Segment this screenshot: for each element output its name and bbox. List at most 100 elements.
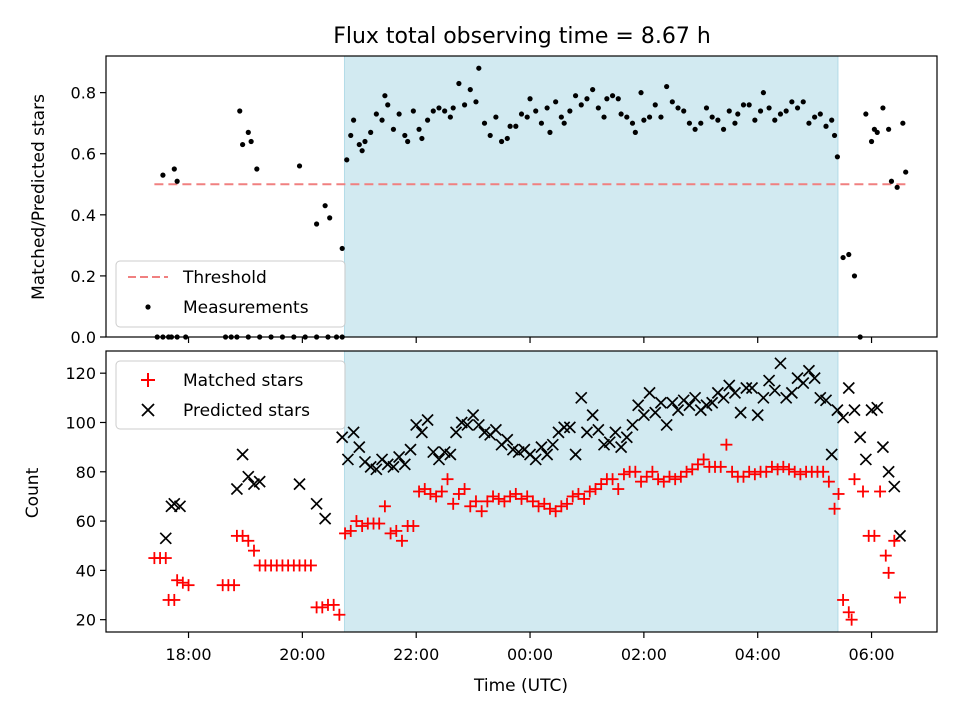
matched-stars-point bbox=[788, 465, 801, 478]
panel-count: 20 40 60 80 100 120 18:00 20:00 22:00 00:00 02:00… bbox=[23, 350, 938, 696]
matched-stars-point bbox=[879, 549, 892, 562]
matched-stars-point bbox=[333, 608, 346, 621]
matched-stars-point bbox=[435, 485, 448, 498]
measurement-point bbox=[709, 114, 715, 120]
predicted-stars-point bbox=[444, 448, 457, 461]
matched-stars-point bbox=[509, 487, 522, 500]
predicted-stars-point bbox=[341, 453, 355, 466]
count-ytick-label: 100 bbox=[65, 413, 96, 432]
count-legend-box bbox=[115, 360, 346, 430]
predicted-stars-point bbox=[819, 394, 833, 407]
ratio-ytick-label: 0.6 bbox=[71, 145, 96, 164]
measurement-point bbox=[498, 138, 505, 145]
measurement-point bbox=[868, 138, 875, 145]
measurement-point bbox=[237, 108, 243, 114]
matched-stars-point bbox=[430, 490, 443, 503]
legend-measurements-swatch bbox=[145, 304, 151, 310]
measurement-point bbox=[590, 86, 596, 93]
measurement-point bbox=[430, 108, 436, 114]
matched-stars-point bbox=[452, 487, 465, 500]
matched-stars-point bbox=[760, 465, 773, 478]
measurement-point bbox=[772, 117, 778, 123]
predicted-stars-point bbox=[603, 436, 616, 449]
matched-stars-point bbox=[894, 591, 907, 604]
predicted-stars-point bbox=[586, 408, 599, 422]
ratio-ytick-label: 0.2 bbox=[71, 267, 96, 286]
measurement-point bbox=[538, 120, 545, 126]
measurement-point bbox=[715, 117, 721, 123]
measurement-point bbox=[350, 117, 357, 123]
measurement-point bbox=[584, 96, 590, 102]
matched-stars-point bbox=[549, 505, 562, 518]
measurement-point bbox=[609, 93, 616, 99]
predicted-stars-point bbox=[757, 391, 770, 404]
matched-stars-point bbox=[646, 465, 659, 478]
matched-stars-point bbox=[828, 502, 841, 515]
count-y-label: Count bbox=[23, 467, 43, 518]
matched-stars-point bbox=[498, 495, 511, 508]
chart-title: Flux total observing time = 8.67 h bbox=[333, 24, 711, 49]
predicted-stars-point bbox=[854, 431, 867, 444]
xtick-label: 02:00 bbox=[621, 645, 667, 664]
matched-stars-point bbox=[606, 473, 619, 486]
predicted-stars-point bbox=[802, 364, 816, 377]
predicted-stars-point bbox=[836, 411, 850, 424]
predicted-stars-point bbox=[888, 480, 901, 493]
legend-matched-swatch bbox=[141, 373, 155, 387]
predicted-stars-point bbox=[501, 433, 514, 446]
ratio-y-label: Matched/Predicted stars bbox=[29, 94, 49, 300]
matched-stars-point bbox=[487, 490, 500, 503]
matched-stars-point bbox=[390, 524, 403, 537]
matched-stars-point bbox=[743, 465, 756, 478]
predicted-stars-point bbox=[592, 423, 605, 436]
predicted-stars-point bbox=[728, 386, 742, 400]
measurement-point bbox=[487, 132, 493, 139]
measurement-point bbox=[604, 96, 610, 102]
measurement-point bbox=[812, 114, 818, 120]
matched-stars-point bbox=[304, 559, 317, 572]
measurement-point bbox=[692, 126, 698, 132]
matched-stars-point bbox=[566, 490, 579, 503]
count-ytick-label: 120 bbox=[65, 364, 96, 383]
measurement-point bbox=[240, 141, 246, 148]
predicted-stars-point bbox=[529, 453, 542, 466]
legend-measurements-label: Measurements bbox=[183, 298, 309, 318]
matched-stars-point bbox=[176, 576, 189, 589]
predicted-stars-point bbox=[620, 431, 633, 444]
matched-stars-point bbox=[874, 485, 887, 498]
measurement-point bbox=[777, 111, 784, 117]
predicted-stars-point bbox=[467, 408, 480, 422]
predicted-stars-point bbox=[563, 421, 576, 434]
measurement-point bbox=[698, 120, 704, 126]
matched-stars-point bbox=[543, 502, 556, 515]
predicted-stars-point bbox=[353, 441, 366, 454]
matched-stars-point bbox=[555, 500, 568, 513]
predicted-stars-point bbox=[797, 376, 810, 390]
measurement-point bbox=[572, 93, 579, 99]
count-x-axis: 18:00 20:00 22:00 00:00 02:00 04:00 06:00 bbox=[165, 632, 895, 664]
matched-stars-point bbox=[236, 529, 249, 542]
xtick-label: 00:00 bbox=[507, 645, 553, 664]
measurement-point bbox=[359, 148, 365, 154]
predicted-stars-point bbox=[404, 443, 417, 456]
predicted-stars-point bbox=[893, 529, 907, 542]
matched-stars-point bbox=[640, 470, 653, 483]
legend-threshold-label: Threshold bbox=[182, 268, 267, 288]
count-axes-frame bbox=[105, 350, 938, 633]
matched-stars-point bbox=[578, 492, 591, 505]
xtick-label: 18:00 bbox=[165, 645, 211, 664]
predicted-stars-point bbox=[242, 470, 255, 483]
measurement-point bbox=[547, 129, 553, 135]
measurement-point bbox=[652, 102, 658, 108]
measurement-point bbox=[362, 138, 368, 145]
measurement-point bbox=[339, 245, 345, 252]
predicted-stars-point bbox=[734, 406, 747, 419]
measurement-point bbox=[834, 154, 840, 160]
matched-stars-point bbox=[888, 534, 901, 547]
matched-stars-point bbox=[339, 527, 352, 540]
measurement-point bbox=[823, 123, 829, 129]
measurement-point bbox=[641, 117, 647, 123]
matched-stars-point bbox=[327, 598, 340, 611]
measurement-point bbox=[561, 120, 567, 126]
matched-stars-point bbox=[247, 544, 260, 557]
